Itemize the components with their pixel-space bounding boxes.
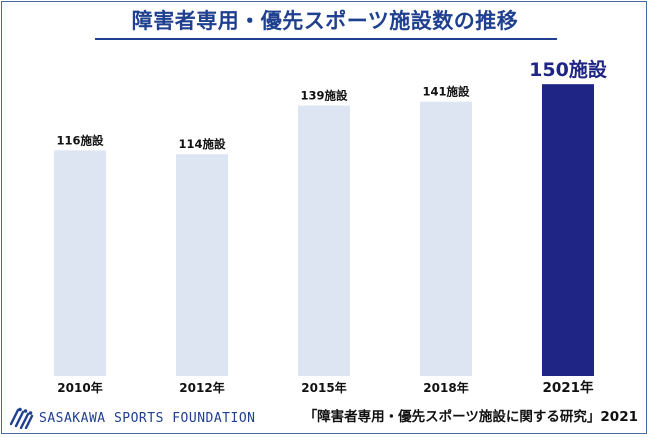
x-tick-label-3: 2018年 — [423, 380, 468, 395]
data-label-1: 114施設 — [178, 137, 226, 151]
x-tick-label-2: 2015年 — [301, 380, 346, 395]
data-label-2: 139施設 — [300, 89, 348, 103]
bar-0 — [54, 150, 106, 376]
bar-1 — [176, 154, 228, 376]
data-label-0: 116施設 — [56, 133, 104, 147]
bar-3 — [420, 101, 472, 376]
ssf-logo-text: SASAKAWA SPORTS FOUNDATION — [39, 410, 256, 426]
x-tick-label-0: 2010年 — [57, 380, 102, 395]
bar-4 — [542, 84, 594, 376]
data-label-3: 141施設 — [422, 85, 470, 99]
x-tick-label-1: 2012年 — [179, 380, 224, 395]
x-tick-label-4: 2021年 — [542, 379, 594, 396]
bar-2 — [298, 105, 350, 376]
ssf-logo: SASAKAWA SPORTS FOUNDATION — [10, 407, 256, 429]
chart-title: 障害者専用・優先スポーツ施設数の推移 — [131, 9, 519, 33]
title-underline — [95, 38, 557, 40]
ssf-logo-mark-icon — [10, 407, 34, 429]
source-citation: 「障害者専用・優先スポーツ施設に関する研究」2021 — [303, 409, 638, 425]
data-label-4: 150施設 — [529, 58, 608, 81]
